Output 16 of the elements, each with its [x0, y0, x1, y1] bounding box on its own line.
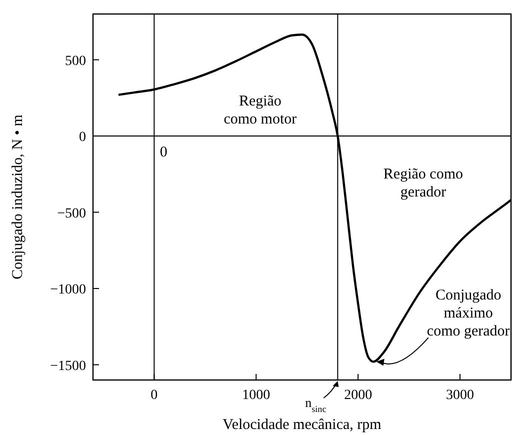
y-tick-label: 0 [79, 130, 86, 145]
y-axis-title: Conjugado induzido, N • m [10, 114, 26, 280]
x-tick-label: 0 [150, 388, 158, 403]
x-tick-label: 3000 [446, 388, 474, 403]
annotation: Região como motor [224, 94, 297, 128]
x-tick-label: 1000 [242, 388, 270, 403]
annotation: Conjugado máximo como gerador [426, 288, 510, 340]
annotation: Região como gerador [383, 166, 464, 201]
y-tick-label: −1000 [50, 282, 86, 298]
y-tick-label: −1500 [50, 358, 86, 374]
x-axis-title: Velocidade mecânica, rpm [222, 417, 382, 433]
legend-label: n$_{sinc}$ [305, 395, 326, 414]
y-tick-label: −500 [57, 206, 86, 222]
annotation: 0 [160, 144, 168, 161]
y-tick-label: 500 [65, 54, 86, 69]
x-tick-label: 2000 [344, 388, 372, 403]
